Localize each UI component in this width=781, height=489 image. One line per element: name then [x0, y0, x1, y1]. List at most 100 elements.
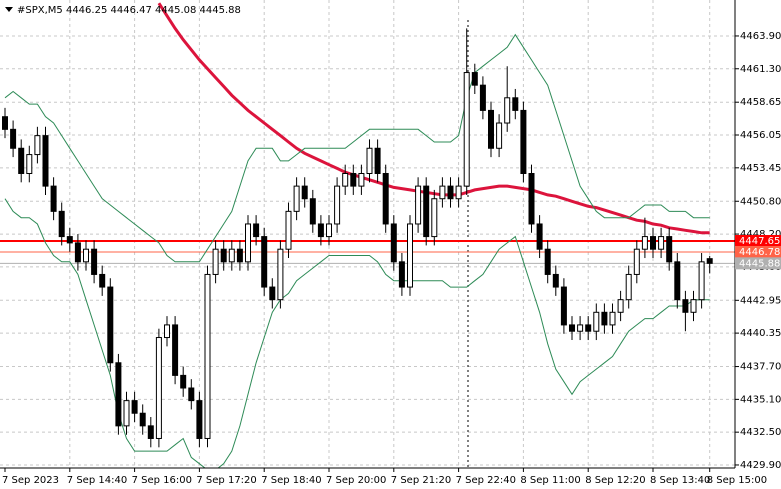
bollinger-band	[4, 33, 710, 263]
y-tick-label: 4463.90	[740, 31, 781, 42]
y-tick-label: 4437.70	[740, 362, 781, 373]
candle-body	[674, 261, 681, 301]
candle-body	[245, 223, 251, 263]
candle-body	[123, 400, 130, 427]
candle-body	[641, 236, 648, 250]
candle-body	[277, 248, 284, 301]
y-tick-label: 4440.35	[740, 328, 781, 339]
candle-body	[180, 374, 187, 389]
candle-body	[228, 248, 235, 263]
candle-body	[301, 185, 308, 200]
x-tick-label: 7 Sep 18:40	[261, 475, 321, 486]
candle-body	[633, 248, 640, 275]
candle-body	[471, 72, 478, 86]
candle-body	[293, 185, 300, 212]
candle-body	[42, 135, 49, 187]
candle-body	[334, 185, 341, 225]
candle-body	[342, 172, 349, 187]
candle-body	[83, 248, 89, 263]
chart-title: #SPX,M5 4446.25 4446.47 4445.08 4445.88	[17, 5, 241, 16]
candle-body	[447, 185, 454, 200]
candle-body	[658, 236, 665, 250]
candle-body	[309, 198, 316, 225]
candle-body	[528, 172, 535, 225]
candle-body	[569, 324, 575, 332]
price-tag	[735, 235, 781, 248]
y-tick-label: 4461.30	[740, 64, 781, 75]
x-tick-label: 7 Sep 17:20	[196, 475, 256, 486]
candle-body	[164, 324, 170, 339]
x-tick-label: 7 Sep 21:20	[391, 475, 451, 486]
y-tick-label: 4450.80	[740, 196, 781, 207]
candle-body	[585, 324, 592, 332]
candle-body	[212, 248, 219, 275]
price-tag	[735, 257, 781, 270]
candle-body	[147, 425, 154, 439]
candle-body	[172, 324, 179, 376]
price-tag	[735, 245, 781, 258]
candle-body	[577, 324, 584, 332]
menu-icon[interactable]	[5, 7, 13, 12]
y-tick-label: 4448.20	[740, 229, 781, 240]
candle-body	[220, 248, 227, 263]
y-tick-label: 4453.45	[740, 163, 781, 174]
candle-body	[155, 337, 162, 439]
candle-body	[317, 223, 324, 238]
y-tick-label: 4435.10	[740, 394, 781, 405]
candle-body	[544, 248, 551, 275]
candle-body	[593, 311, 600, 332]
x-tick-label: 7 Sep 2023	[2, 475, 59, 486]
candle-body	[74, 242, 81, 263]
candle-body	[415, 185, 422, 225]
candle-body	[26, 154, 33, 174]
x-tick-label: 7 Sep 16:00	[132, 475, 192, 486]
candle-body	[261, 236, 268, 288]
candle-body	[390, 223, 397, 263]
candle-body	[609, 311, 616, 326]
candle-body	[407, 223, 413, 288]
x-tick-label: 8 Sep 11:00	[520, 475, 580, 486]
candle-body	[34, 135, 41, 156]
candle-body	[10, 128, 17, 149]
candle-body	[204, 273, 211, 439]
candle-body	[690, 299, 697, 313]
candle-body	[504, 97, 511, 124]
candle-body	[706, 258, 713, 264]
candle-body	[107, 286, 114, 364]
candle-body	[617, 299, 624, 313]
plot	[0, 2, 735, 468]
candle-body	[58, 210, 65, 238]
candle-body	[512, 97, 519, 111]
y-tick-label: 4458.65	[740, 97, 781, 108]
candle-body	[423, 185, 430, 238]
candle-body	[698, 261, 705, 301]
candle-body	[479, 84, 486, 111]
candle-body	[326, 223, 332, 238]
candle-body	[18, 147, 25, 174]
candle-body	[285, 210, 292, 250]
candle-body	[666, 236, 673, 263]
candle-body	[439, 185, 446, 200]
candle-body	[382, 172, 389, 225]
candle-body	[560, 286, 567, 326]
y-tick-label: 4429.90	[740, 460, 781, 471]
y-tick-label: 4442.95	[740, 295, 781, 306]
y-tick-label: 4456.05	[740, 130, 781, 141]
candle-body	[398, 261, 405, 288]
candle-body	[374, 147, 381, 174]
candle-body	[455, 185, 462, 200]
candle-body	[625, 273, 632, 301]
candle-body	[496, 122, 503, 149]
candle-body	[196, 400, 203, 439]
candle-body	[66, 236, 73, 244]
candle-body	[350, 172, 357, 187]
x-tick-label: 7 Sep 22:40	[456, 475, 516, 486]
price-tag-label: 4446.78	[739, 247, 780, 258]
candle-body	[358, 172, 365, 187]
candle-body	[552, 273, 559, 288]
bollinger-band	[4, 198, 710, 468]
candle-body	[431, 198, 438, 238]
x-tick-label: 8 Sep 12:20	[585, 475, 645, 486]
candle-body	[188, 387, 195, 402]
